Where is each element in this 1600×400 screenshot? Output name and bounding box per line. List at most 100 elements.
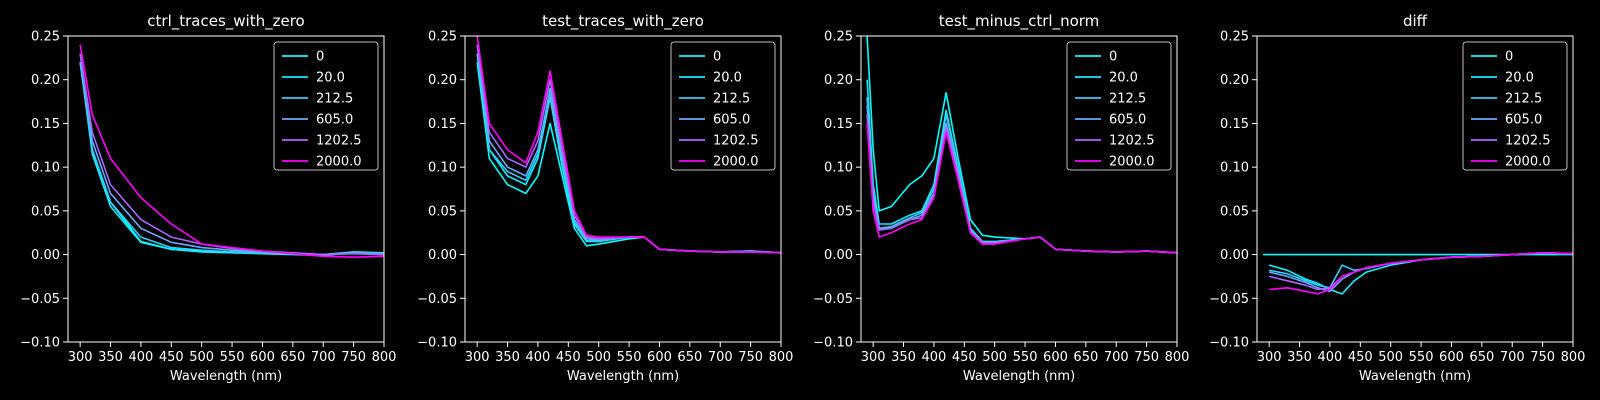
y-tick-label: 0.00 — [428, 248, 457, 263]
x-tick-label: 300 — [68, 350, 93, 365]
y-tick-label: 0.15 — [1220, 117, 1249, 132]
y-tick-label: 0.10 — [1220, 161, 1249, 176]
y-tick-label: −0.05 — [813, 292, 853, 307]
legend-label: 605.0 — [713, 113, 750, 128]
legend-label: 0 — [1505, 50, 1513, 65]
chart-panel-3: test_minus_ctrl_norm 300 350 400 450 500 550 60… — [813, 12, 1189, 384]
x-tick-label: 600 — [647, 350, 672, 365]
x-tick-label: 550 — [1409, 350, 1434, 365]
x-tick-label: 500 — [1378, 350, 1403, 365]
x-tick-label: 350 — [495, 350, 520, 365]
legend-label: 1202.5 — [1109, 134, 1155, 149]
x-tick-label: 700 — [708, 350, 733, 365]
chart-title: ctrl_traces_with_zero — [147, 12, 304, 31]
y-tick-label: 0.20 — [824, 73, 853, 88]
y-tick-label: 0.25 — [824, 30, 853, 45]
legend: 0 20.0 212.5 605.0 1202.5 2000.0 — [1462, 41, 1568, 171]
y-tick-label: 0.25 — [31, 30, 60, 45]
y-tick-label: 0.20 — [428, 73, 457, 88]
y-tick-label: 0.20 — [1220, 73, 1249, 88]
y-tick-label: 0.15 — [31, 117, 60, 132]
y-tick-label: 0.10 — [428, 161, 457, 176]
chart-panel-2: test_traces_with_zero 300 350 400 450 500 550 6… — [417, 12, 793, 384]
legend-label: 20.0 — [1109, 71, 1138, 86]
legend-label: 0 — [316, 50, 324, 65]
y-tick-label: −0.10 — [417, 336, 457, 351]
plot-frame — [1256, 35, 1574, 343]
x-tick-label: 800 — [1165, 350, 1190, 365]
x-tick-label: 700 — [1500, 350, 1525, 365]
x-tick-label: 300 — [465, 350, 490, 365]
legend: 0 20.0 212.5 605.0 1202.5 2000.0 — [670, 41, 776, 171]
x-tick-label: 400 — [526, 350, 551, 365]
legend-label: 2000.0 — [1109, 155, 1155, 170]
x-tick-label: 650 — [677, 350, 702, 365]
x-tick-label: 600 — [1043, 350, 1068, 365]
y-tick-label: −0.05 — [20, 292, 60, 307]
y-tick-label: 0.25 — [428, 30, 457, 45]
x-tick-label: 800 — [769, 350, 794, 365]
x-tick-label: 400 — [922, 350, 947, 365]
x-tick-label: 450 — [1348, 350, 1373, 365]
x-tick-label: 500 — [189, 350, 214, 365]
x-tick-label: 350 — [891, 350, 916, 365]
x-tick-label: 450 — [952, 350, 977, 365]
legend-label: 605.0 — [1505, 113, 1542, 128]
legend-label: 0 — [713, 50, 721, 65]
x-axis-label: Wavelength (nm) — [567, 369, 679, 384]
plot-frame — [67, 35, 385, 343]
y-tick-label: 0.00 — [824, 248, 853, 263]
legend: 0 20.0 212.5 605.0 1202.5 2000.0 — [273, 41, 379, 171]
chart-panel-1: ctrl_traces_with_zero 300 350 400 450 500 550 6… — [20, 12, 396, 384]
x-tick-label: 700 — [311, 350, 336, 365]
legend-label: 212.5 — [316, 92, 353, 107]
x-axis-label: Wavelength (nm) — [963, 369, 1075, 384]
chart-title: test_traces_with_zero — [542, 12, 704, 31]
y-tick-label: 0.00 — [1220, 248, 1249, 263]
x-tick-label: 650 — [1469, 350, 1494, 365]
series-line-2000.0 — [866, 123, 1177, 254]
plot-frame — [464, 35, 782, 343]
x-tick-label: 550 — [617, 350, 642, 365]
y-tick-label: 0.05 — [1220, 204, 1249, 219]
legend-label: 20.0 — [316, 71, 345, 86]
legend-box — [1066, 41, 1172, 171]
x-tick-label: 700 — [1104, 350, 1129, 365]
series-line-605.0 — [1269, 252, 1573, 293]
x-tick-label: 350 — [98, 350, 123, 365]
x-tick-label: 350 — [1287, 350, 1312, 365]
y-tick-label: 0.15 — [824, 117, 853, 132]
legend-box — [670, 41, 776, 171]
legend-label: 20.0 — [1505, 71, 1534, 86]
x-tick-label: 450 — [556, 350, 581, 365]
x-tick-label: 300 — [861, 350, 886, 365]
y-tick-label: −0.10 — [1209, 336, 1249, 351]
x-tick-label: 800 — [372, 350, 397, 365]
legend-label: 2000.0 — [713, 155, 759, 170]
legend-label: 1202.5 — [713, 134, 759, 149]
legend-label: 605.0 — [316, 113, 353, 128]
x-tick-label: 750 — [738, 350, 763, 365]
y-tick-label: −0.10 — [20, 336, 60, 351]
legend-label: 212.5 — [1505, 92, 1542, 107]
x-tick-label: 550 — [1013, 350, 1038, 365]
y-tick-label: 0.10 — [824, 161, 853, 176]
y-tick-label: 0.25 — [1220, 30, 1249, 45]
legend-box — [273, 41, 379, 171]
x-tick-label: 600 — [250, 350, 275, 365]
plot-frame — [860, 35, 1178, 343]
legend-box — [1462, 41, 1568, 171]
x-tick-label: 750 — [1530, 350, 1555, 365]
legend-label: 212.5 — [713, 92, 750, 107]
legend: 0 20.0 212.5 605.0 1202.5 2000.0 — [1066, 41, 1172, 171]
chart-title: test_minus_ctrl_norm — [939, 12, 1100, 31]
legend-label: 2000.0 — [1505, 155, 1551, 170]
series-line-2000.0 — [1269, 252, 1573, 295]
x-tick-label: 550 — [220, 350, 245, 365]
legend-label: 1202.5 — [316, 134, 362, 149]
x-tick-label: 400 — [1318, 350, 1343, 365]
y-tick-label: −0.10 — [813, 336, 853, 351]
chart-panel-4: diff 300 350 400 450 500 550 600 650 700 750 800 −0.… — [1209, 12, 1585, 384]
legend-label: 2000.0 — [316, 155, 362, 170]
